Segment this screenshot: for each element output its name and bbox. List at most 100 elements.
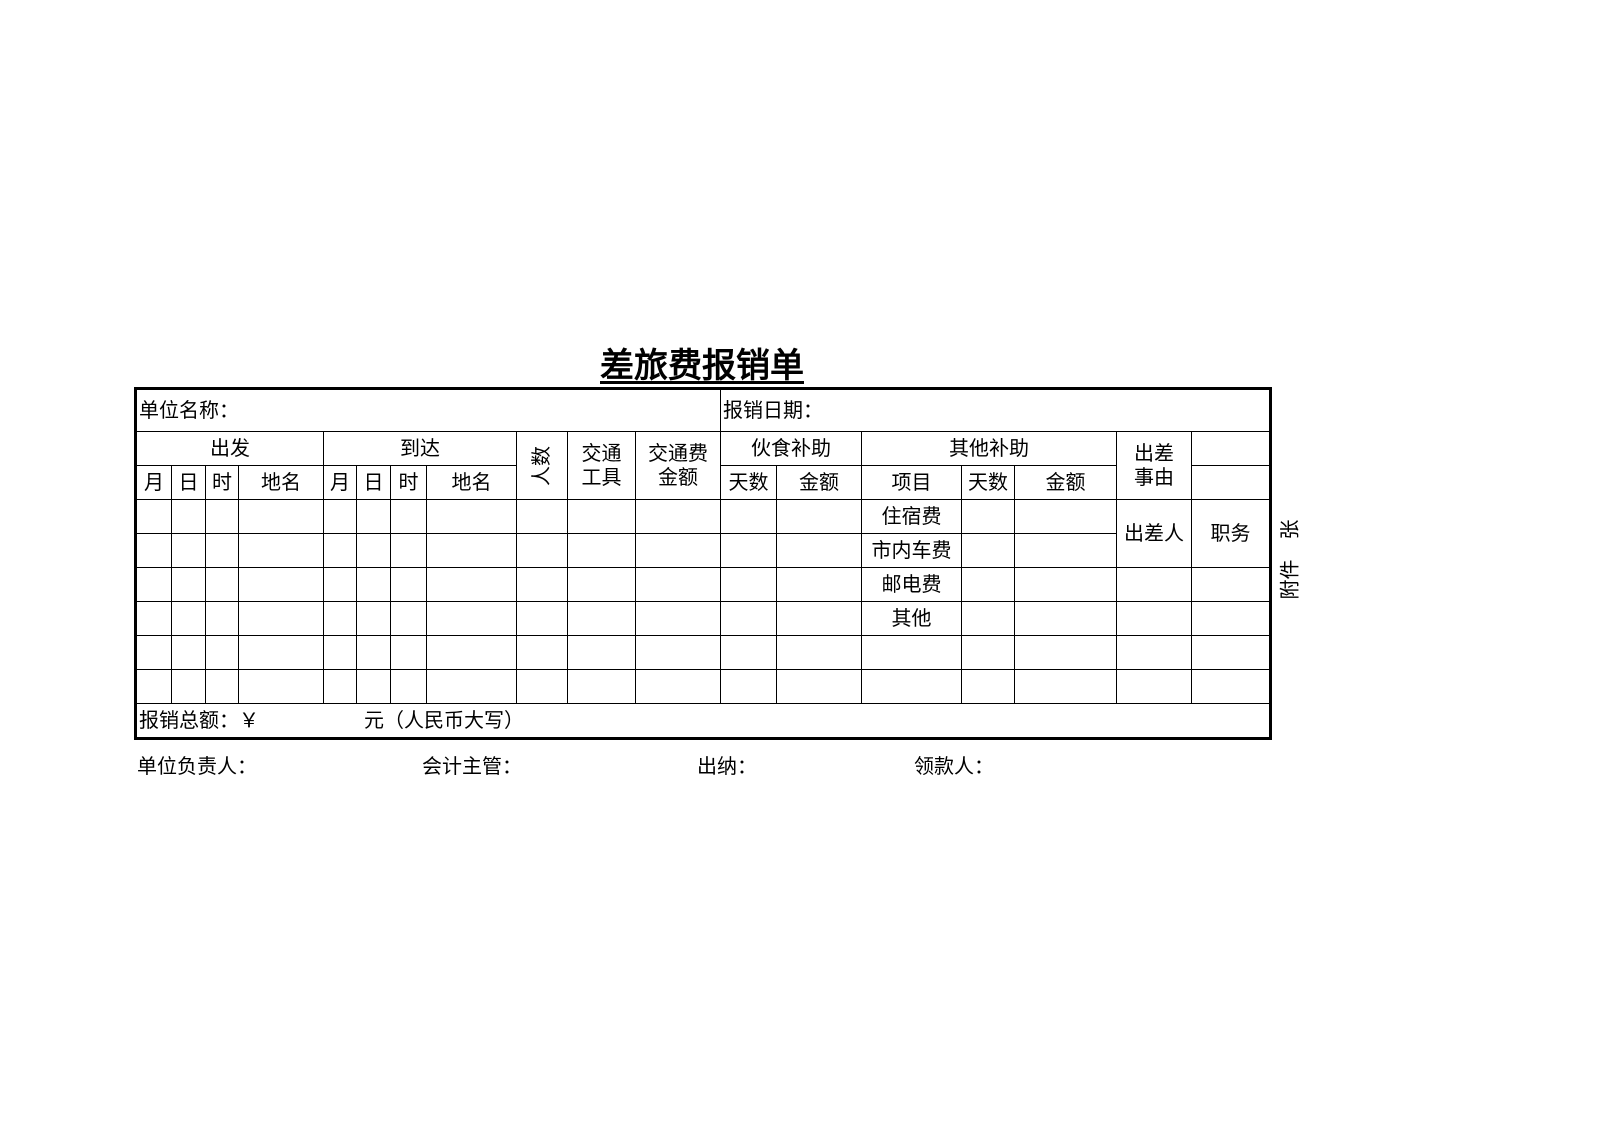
input-cell[interactable] [323,533,357,568]
input-cell[interactable] [171,567,206,602]
total-row[interactable]: 报销总额：￥ 元（人民币大写） [135,703,1271,739]
input-cell[interactable] [390,533,427,568]
input-cell[interactable] [567,669,636,704]
input-cell[interactable] [1116,635,1192,670]
input-cell[interactable] [635,635,721,670]
input-cell[interactable] [390,601,427,636]
input-cell[interactable] [961,533,1015,568]
input-cell[interactable] [720,567,777,602]
input-cell[interactable] [1116,669,1192,704]
input-cell[interactable] [720,669,777,704]
input-cell[interactable] [776,635,862,670]
input-cell[interactable] [238,669,324,704]
input-cell[interactable] [1014,635,1117,670]
input-cell[interactable] [390,499,427,534]
input-cell[interactable] [356,635,391,670]
input-cell[interactable] [961,601,1015,636]
input-cell[interactable] [205,567,239,602]
input-cell[interactable] [1014,669,1117,704]
input-cell[interactable] [516,635,568,670]
input-cell[interactable] [1191,669,1271,704]
input-cell[interactable] [135,533,172,568]
input-cell[interactable] [323,669,357,704]
input-cell[interactable] [1191,567,1271,602]
input-cell[interactable] [635,499,721,534]
input-cell[interactable] [323,499,357,534]
input-cell[interactable] [390,567,427,602]
input-cell[interactable] [426,567,517,602]
input-cell[interactable] [238,567,324,602]
input-cell[interactable] [567,567,636,602]
input-cell[interactable] [1116,601,1192,636]
input-cell[interactable] [861,669,962,704]
input-cell[interactable] [567,499,636,534]
date-field[interactable]: 报销日期： [720,388,1271,432]
input-cell[interactable] [1116,567,1192,602]
input-cell[interactable] [861,635,962,670]
input-cell[interactable] [1014,601,1117,636]
input-cell[interactable] [238,635,324,670]
input-cell[interactable] [238,601,324,636]
input-cell[interactable] [720,635,777,670]
input-cell[interactable] [323,601,357,636]
input-cell[interactable] [171,669,206,704]
input-cell[interactable] [567,601,636,636]
input-cell[interactable] [205,533,239,568]
input-cell[interactable] [1191,601,1271,636]
input-cell[interactable] [1014,567,1117,602]
input-cell[interactable] [516,601,568,636]
input-cell[interactable] [720,533,777,568]
input-cell[interactable] [776,567,862,602]
input-cell[interactable] [135,499,172,534]
input-cell[interactable] [356,567,391,602]
reason-cell[interactable] [1191,431,1271,466]
input-cell[interactable] [1014,499,1117,534]
input-cell[interactable] [635,669,721,704]
input-cell[interactable] [238,499,324,534]
input-cell[interactable] [171,499,206,534]
input-cell[interactable] [238,533,324,568]
input-cell[interactable] [356,601,391,636]
input-cell[interactable] [635,533,721,568]
input-cell[interactable] [776,499,862,534]
input-cell[interactable] [776,669,862,704]
input-cell[interactable] [135,669,172,704]
input-cell[interactable] [426,635,517,670]
input-cell[interactable] [961,635,1015,670]
input-cell[interactable] [961,669,1015,704]
input-cell[interactable] [516,533,568,568]
input-cell[interactable] [323,635,357,670]
reason-cell[interactable] [1191,465,1271,500]
input-cell[interactable] [171,601,206,636]
input-cell[interactable] [1014,533,1117,568]
input-cell[interactable] [720,601,777,636]
unit-name-field[interactable]: 单位名称： [135,388,721,432]
input-cell[interactable] [776,601,862,636]
input-cell[interactable] [720,499,777,534]
input-cell[interactable] [171,533,206,568]
input-cell[interactable] [567,533,636,568]
input-cell[interactable] [635,567,721,602]
input-cell[interactable] [390,635,427,670]
input-cell[interactable] [356,669,391,704]
input-cell[interactable] [635,601,721,636]
input-cell[interactable] [205,669,239,704]
input-cell[interactable] [205,499,239,534]
input-cell[interactable] [135,567,172,602]
input-cell[interactable] [135,635,172,670]
input-cell[interactable] [516,669,568,704]
input-cell[interactable] [961,567,1015,602]
input-cell[interactable] [426,669,517,704]
input-cell[interactable] [516,499,568,534]
input-cell[interactable] [776,533,862,568]
input-cell[interactable] [135,601,172,636]
input-cell[interactable] [567,635,636,670]
input-cell[interactable] [516,567,568,602]
input-cell[interactable] [205,601,239,636]
input-cell[interactable] [426,533,517,568]
input-cell[interactable] [205,635,239,670]
input-cell[interactable] [356,533,391,568]
input-cell[interactable] [390,669,427,704]
input-cell[interactable] [323,567,357,602]
input-cell[interactable] [961,499,1015,534]
